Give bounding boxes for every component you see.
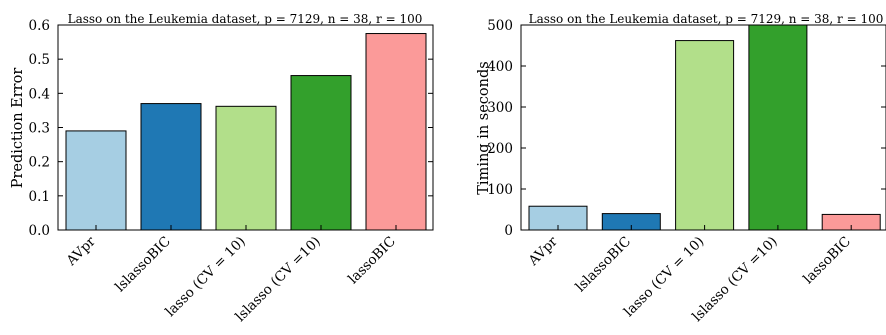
y-tick-label: 0.3 (29, 121, 50, 137)
bar-3 (748, 25, 808, 230)
bar-4 (365, 33, 427, 231)
y-axis-label: Timing in seconds (476, 61, 492, 194)
y-tick-label: 0 (504, 223, 513, 239)
bar-group (528, 25, 881, 230)
x-tick-label: lassoBIC (345, 234, 399, 288)
bar-2 (675, 40, 735, 230)
bar-2 (215, 105, 277, 231)
y-tick-label: 300 (487, 100, 513, 116)
x-tick-label: lslassoBIC (572, 234, 634, 296)
chart-title: Lasso on the Leukemia dataset, p = 7129,… (68, 12, 423, 26)
x-tick-label: AVpr (525, 233, 561, 269)
bar-0 (528, 205, 588, 230)
y-tick-label: 0.2 (29, 155, 50, 171)
x-tick-label: lasso (CV = 10) (621, 234, 707, 320)
bar-1 (140, 103, 202, 231)
chart-title: Lasso on the Leukemia dataset, p = 7129,… (529, 12, 884, 26)
x-tick-label: lasso (CV = 10) (162, 234, 248, 320)
x-tick-label: lslassoBIC (112, 234, 174, 296)
bar-3 (290, 75, 352, 231)
x-tick-label: lassoBIC (800, 234, 854, 288)
y-tick-label: 0.6 (29, 18, 50, 34)
axes-frame (520, 24, 886, 231)
y-axis-label: Prediction Error (10, 68, 26, 189)
y-tick-label: 0.0 (29, 223, 50, 239)
y-tick-label: 400 (487, 59, 513, 75)
y-tick-label: 200 (487, 141, 513, 157)
y-tick-label: 0.1 (29, 189, 50, 205)
y-tick-label: 100 (487, 182, 513, 198)
y-tick-label: 500 (487, 18, 513, 34)
x-tick-label: AVpr (63, 233, 99, 269)
y-tick-label: 0.4 (29, 86, 50, 102)
bar-0 (65, 130, 127, 231)
y-tick-label: 0.5 (29, 52, 50, 68)
bar-1 (601, 213, 661, 230)
